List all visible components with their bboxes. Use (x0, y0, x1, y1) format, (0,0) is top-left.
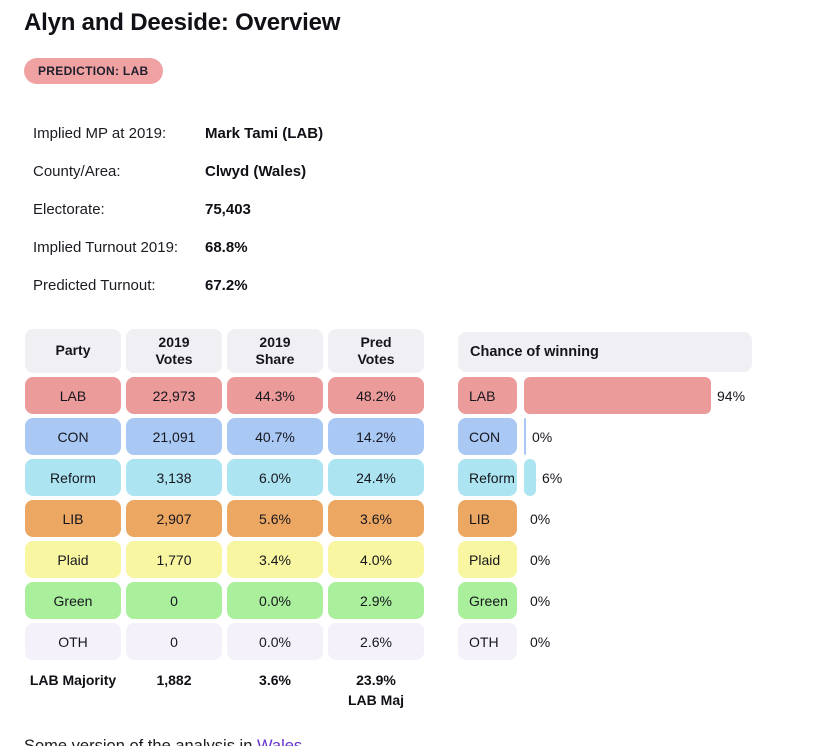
chance-percent: 0% (530, 633, 551, 650)
votes-2019-cell: 2,907 (126, 500, 222, 537)
analysis-note: Some version of the analysis in Wales (24, 737, 813, 746)
detail-value: Clwyd (Wales) (205, 162, 307, 180)
analysis-note-text: Some version of the analysis in (24, 736, 257, 746)
header-cell-pred-votes: Pred Votes (328, 329, 424, 373)
share-2019-cell: 5.6% (227, 500, 323, 537)
pred-votes-cell: 3.6% (328, 500, 424, 537)
party-cell: Green (25, 582, 121, 619)
chance-percent: 0% (530, 551, 551, 568)
votes-2019-cell: 0 (126, 582, 222, 619)
table-row-lab: LAB 22,973 44.3% 48.2% (25, 377, 424, 414)
pred-votes-cell: 48.2% (328, 377, 424, 414)
table-row-plaid: Plaid 1,770 3.4% 4.0% (25, 541, 424, 578)
chance-party-label: CON (458, 418, 517, 455)
chance-party-label: Reform (458, 459, 517, 496)
pred-votes-cell: 24.4% (328, 459, 424, 496)
chance-row-lib: LIB 0% (458, 500, 752, 537)
table-row-con: CON 21,091 40.7% 14.2% (25, 418, 424, 455)
chance-party-label: LIB (458, 500, 517, 537)
detail-row-county: County/Area: Clwyd (Wales) (33, 152, 813, 190)
table-row-green: Green 0 0.0% 2.9% (25, 582, 424, 619)
detail-value: Mark Tami (LAB) (205, 124, 324, 142)
share-2019-cell: 6.0% (227, 459, 323, 496)
chance-bar (524, 418, 526, 455)
chance-percent: 94% (717, 387, 746, 404)
chance-percent: 6% (542, 469, 563, 486)
detail-label: Implied Turnout 2019: (33, 238, 179, 256)
majority-pred: 23.9% LAB Maj (348, 672, 404, 709)
header-cell-2019-share: 2019 Share (227, 329, 323, 373)
majority-label: LAB Majority (29, 672, 117, 688)
header-cell-party: Party (25, 329, 121, 373)
detail-row-electorate: Electorate: 75,403 (33, 190, 813, 228)
share-2019-cell: 3.4% (227, 541, 323, 578)
chance-row-lab: LAB 94% (458, 377, 752, 414)
detail-label: Implied MP at 2019: (33, 124, 167, 142)
party-cell: CON (25, 418, 121, 455)
votes-2019-cell: 22,973 (126, 377, 222, 414)
chance-row-con: CON 0% (458, 418, 752, 455)
votes-2019-cell: 21,091 (126, 418, 222, 455)
table-row-lib: LIB 2,907 5.6% 3.6% (25, 500, 424, 537)
chance-row-oth: OTH 0% (458, 623, 752, 660)
chance-row-reform: Reform 6% (458, 459, 752, 496)
share-2019-cell: 44.3% (227, 377, 323, 414)
analysis-link[interactable]: Wales (256, 736, 303, 746)
results-table: Party 2019 Votes 2019 Share Pred Votes LAB … (25, 329, 424, 711)
chance-percent: 0% (530, 592, 551, 609)
page-title: Alyn and Deeside: Overview (24, 9, 341, 36)
share-2019-cell: 0.0% (227, 582, 323, 619)
party-cell: LIB (25, 500, 121, 537)
detail-label: Electorate: (33, 200, 105, 218)
party-cell: OTH (25, 623, 121, 660)
chance-panel-title: Chance of winning (458, 332, 752, 372)
detail-row-implied-mp: Implied MP at 2019: Mark Tami (LAB) (33, 114, 813, 152)
majority-votes: 1,882 (156, 672, 192, 688)
party-cell: Plaid (25, 541, 121, 578)
table-header-row: Party 2019 Votes 2019 Share Pred Votes (25, 329, 424, 373)
votes-2019-cell: 0 (126, 623, 222, 660)
votes-2019-cell: 1,770 (126, 541, 222, 578)
party-cell: Reform (25, 459, 121, 496)
detail-value: 75,403 (205, 200, 251, 218)
table-row-oth: OTH 0 0.0% 2.6% (25, 623, 424, 660)
chance-party-label: Green (458, 582, 517, 619)
table-row-reform: Reform 3,138 6.0% 24.4% (25, 459, 424, 496)
pred-votes-cell: 2.9% (328, 582, 424, 619)
votes-2019-cell: 3,138 (126, 459, 222, 496)
results-section: Party 2019 Votes 2019 Share Pred Votes LAB … (25, 329, 813, 711)
header-cell-2019-votes: 2019 Votes (126, 329, 222, 373)
detail-label: County/Area: (33, 162, 121, 180)
share-2019-cell: 0.0% (227, 623, 323, 660)
details-list: Implied MP at 2019: Mark Tami (LAB) Coun… (33, 114, 813, 304)
detail-row-implied-turnout: Implied Turnout 2019: 68.8% (33, 228, 813, 266)
chance-party-label: Plaid (458, 541, 517, 578)
table-footer-row: LAB Majority 1,882 3.6% 23.9% LAB Maj (25, 670, 424, 711)
chance-party-label: OTH (458, 623, 517, 660)
chance-row-plaid: Plaid 0% (458, 541, 752, 578)
chance-percent: 0% (530, 510, 551, 527)
detail-label: Predicted Turnout: (33, 276, 156, 294)
share-2019-cell: 40.7% (227, 418, 323, 455)
pred-votes-cell: 2.6% (328, 623, 424, 660)
detail-value: 67.2% (205, 276, 248, 294)
chance-percent: 0% (532, 428, 553, 445)
chance-of-winning-panel: Chance of winning LAB 94% CON 0% Reform (458, 329, 752, 664)
chance-bar (524, 377, 711, 414)
party-cell: LAB (25, 377, 121, 414)
chance-party-label: LAB (458, 377, 517, 414)
chance-row-green: Green 0% (458, 582, 752, 619)
chance-bar (524, 459, 536, 496)
majority-share: 3.6% (259, 672, 291, 688)
pred-votes-cell: 4.0% (328, 541, 424, 578)
detail-row-predicted-turnout: Predicted Turnout: 67.2% (33, 266, 813, 304)
pred-votes-cell: 14.2% (328, 418, 424, 455)
prediction-badge: PREDICTION: LAB (24, 58, 163, 84)
detail-value: 68.8% (205, 238, 248, 256)
